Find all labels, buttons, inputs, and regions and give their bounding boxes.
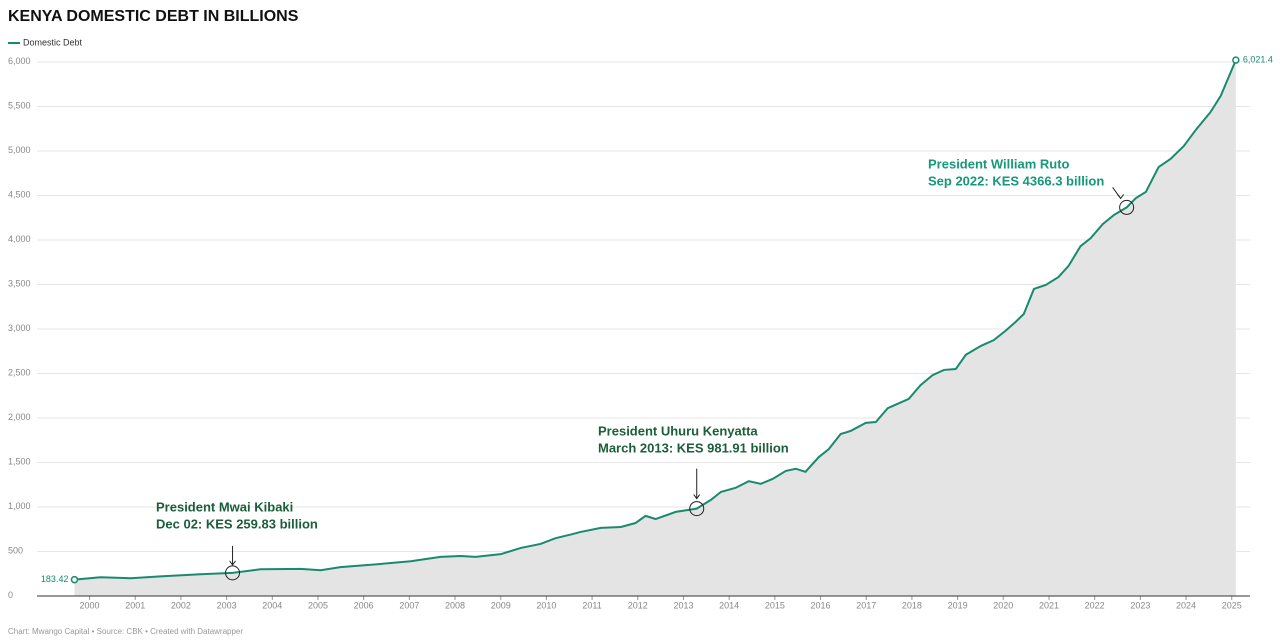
x-tick-label: 2002 <box>171 600 191 610</box>
x-tick-label: 2011 <box>582 600 601 610</box>
arrow-head <box>693 494 701 500</box>
y-tick-label: 2,000 <box>8 412 31 422</box>
chart-title: KENYA DOMESTIC DEBT IN BILLIONS <box>8 8 299 25</box>
annotation-marker <box>1119 199 1135 215</box>
area <box>74 60 1236 597</box>
annotation-text: Sep 2022: KES 4366.3 billion <box>928 173 1104 188</box>
x-tick-label: 2024 <box>1176 600 1196 610</box>
x-tick-label: 2007 <box>399 600 419 610</box>
y-tick-label: 1,000 <box>8 501 31 511</box>
legend-label: Domestic Debt <box>23 37 83 47</box>
y-tick-label: 5,500 <box>8 100 31 110</box>
y-tick-label: 5,000 <box>8 145 31 155</box>
x-tick-label: 2014 <box>719 600 739 610</box>
x-tick-label: 2006 <box>354 600 374 610</box>
x-tick-label: 2025 <box>1222 600 1242 610</box>
x-tick-label: 2023 <box>1130 600 1150 610</box>
y-tick-label: 500 <box>8 545 23 555</box>
y-tick-label: 0 <box>8 590 13 600</box>
end-point <box>70 575 79 584</box>
y-tick-label: 2,500 <box>8 367 31 377</box>
x-tick-label: 2016 <box>811 600 831 610</box>
y-tick-label: 3,000 <box>8 323 31 333</box>
line <box>74 59 1237 581</box>
arrow-head <box>1117 194 1125 200</box>
annotation-text: President Mwai Kibaki <box>156 499 293 514</box>
x-tick-label: 2005 <box>308 600 328 610</box>
y-tick-label: 3,500 <box>8 278 31 288</box>
source: Chart: Mwango Capital • Source: CBK • Cr… <box>8 627 243 636</box>
x-tick-label: 2012 <box>628 600 648 610</box>
x-tick-label: 2013 <box>673 600 693 610</box>
y-tick-label: 1,500 <box>8 456 31 466</box>
value-label: 6,021.4 <box>1243 54 1273 64</box>
annotation-text: March 2013: KES 981.91 billion <box>598 440 789 455</box>
x-tick-label: 2017 <box>856 600 876 610</box>
x-tick-label: 2022 <box>1085 600 1105 610</box>
annotation-text: Dec 02: KES 259.83 billion <box>156 516 318 531</box>
x-tick-label: 2003 <box>217 600 237 610</box>
x-tick-label: 2000 <box>80 600 100 610</box>
annotation-text: President William Ruto <box>928 156 1070 171</box>
y-tick-label: 4,500 <box>8 189 31 199</box>
annotation-marker <box>689 501 705 517</box>
x-tick-label: 2008 <box>445 600 465 610</box>
y-tick-label: 4,000 <box>8 234 31 244</box>
x-tick-label: 2020 <box>993 600 1013 610</box>
arrow-head <box>229 560 236 566</box>
annotation-marker <box>225 565 241 581</box>
x-tick-label: 2015 <box>765 600 785 610</box>
x-tick-label: 2018 <box>902 600 922 610</box>
x-tick-label: 2004 <box>262 600 282 610</box>
x-tick-label: 2001 <box>125 600 145 610</box>
x-tick-label: 2019 <box>948 600 968 610</box>
y-tick-label: 6,000 <box>8 56 31 66</box>
x-tick-label: 2009 <box>491 600 511 610</box>
x-tick-label: 2010 <box>536 600 556 610</box>
x-tick-label: 2021 <box>1039 600 1059 610</box>
end-point <box>1232 56 1240 64</box>
annotation-text: President Uhuru Kenyatta <box>598 423 758 438</box>
value-label: 183.42 <box>41 574 69 584</box>
